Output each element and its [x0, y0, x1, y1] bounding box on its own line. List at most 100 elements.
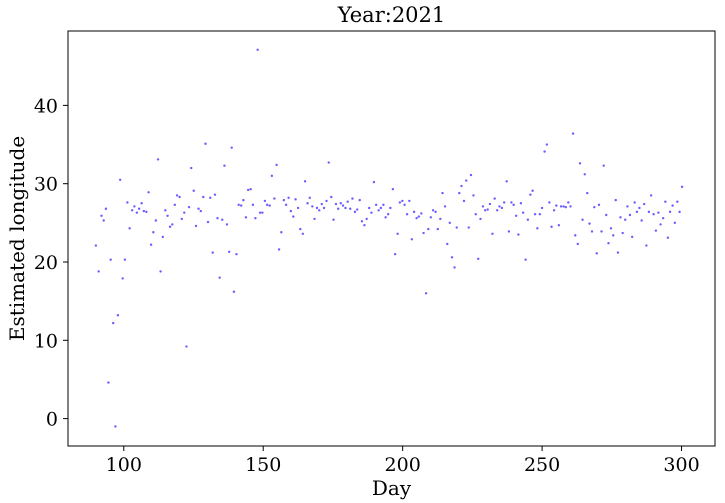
data-point: [680, 185, 684, 189]
data-point: [538, 213, 542, 216]
data-point: [372, 180, 376, 184]
data-point: [600, 230, 603, 233]
data-point: [505, 180, 508, 183]
data-point: [204, 142, 207, 145]
data-point: [284, 203, 288, 207]
data-point: [183, 211, 186, 214]
data-point: [583, 173, 586, 176]
data-point: [481, 205, 485, 208]
data-point: [313, 217, 316, 221]
data-point: [510, 201, 513, 204]
data-point: [529, 193, 532, 196]
data-point: [261, 211, 264, 214]
data-point: [455, 226, 458, 229]
data-point: [289, 209, 293, 213]
data-point: [396, 232, 399, 235]
data-point: [536, 227, 539, 230]
data-point: [424, 292, 428, 295]
data-point: [152, 231, 155, 234]
data-point: [498, 205, 501, 208]
data-point: [668, 210, 672, 214]
data-point: [227, 250, 231, 254]
data-point: [199, 209, 202, 213]
data-point: [135, 211, 139, 214]
data-point: [595, 252, 598, 255]
data-point: [486, 208, 489, 211]
data-point: [571, 132, 575, 135]
data-point: [277, 248, 281, 251]
data-point: [676, 200, 679, 203]
data-point: [330, 195, 333, 199]
data-point: [443, 205, 447, 208]
data-point: [552, 209, 556, 212]
data-point: [576, 242, 579, 246]
data-point: [107, 381, 110, 384]
data-point: [137, 207, 141, 210]
data-point: [517, 233, 520, 236]
data-point: [166, 214, 169, 217]
data-point: [351, 197, 354, 200]
data-point: [280, 231, 283, 234]
data-point: [232, 290, 236, 293]
data-point: [431, 209, 435, 212]
y-axis-title: Estimated longitude: [5, 136, 29, 341]
y-axis-ticks: 0 10 20 30 40: [34, 95, 68, 431]
data-point: [239, 204, 243, 207]
data-point: [664, 200, 667, 203]
data-point: [367, 206, 371, 210]
data-point: [318, 209, 321, 212]
data-point: [427, 227, 430, 231]
data-point: [540, 206, 544, 210]
y-tick-label: 0: [46, 409, 58, 431]
data-point: [458, 191, 461, 195]
data-point: [270, 174, 274, 178]
data-point: [602, 164, 605, 167]
data-point: [327, 161, 330, 164]
data-point: [496, 209, 499, 212]
data-point: [661, 216, 665, 220]
data-point: [109, 258, 112, 261]
data-point: [391, 187, 395, 191]
data-point: [133, 205, 136, 208]
data-point: [393, 252, 397, 256]
data-point: [614, 198, 617, 202]
data-point: [154, 219, 158, 222]
data-point: [185, 345, 188, 348]
data-point: [258, 211, 262, 214]
plot-border: [67, 30, 716, 447]
data-point: [659, 223, 662, 226]
data-point: [645, 244, 648, 247]
data-point: [666, 236, 670, 239]
data-point: [296, 206, 300, 210]
data-point: [588, 222, 591, 225]
data-point: [246, 188, 250, 192]
data-point: [287, 196, 290, 199]
data-point: [574, 234, 577, 237]
data-point: [384, 216, 387, 219]
data-point: [412, 210, 416, 214]
data-point: [111, 321, 115, 325]
data-point: [593, 205, 596, 209]
data-point: [654, 229, 658, 232]
data-point: [273, 197, 276, 200]
data-point: [533, 213, 537, 216]
data-point: [353, 210, 357, 214]
data-point: [147, 191, 150, 194]
data-point: [590, 230, 594, 233]
data-point: [173, 203, 177, 207]
data-point: [488, 202, 492, 206]
x-axis-ticks: 100 150 200 250 300: [106, 446, 700, 476]
data-point: [619, 216, 622, 219]
data-point: [175, 194, 179, 197]
data-point: [161, 235, 165, 239]
data-point: [306, 202, 309, 205]
data-point: [332, 218, 335, 221]
data-point: [363, 223, 366, 227]
data-point: [597, 203, 601, 207]
x-tick-label: 150: [245, 454, 281, 476]
data-point: [180, 217, 183, 221]
data-point: [581, 218, 584, 221]
data-point: [249, 187, 252, 191]
data-point: [474, 213, 477, 216]
